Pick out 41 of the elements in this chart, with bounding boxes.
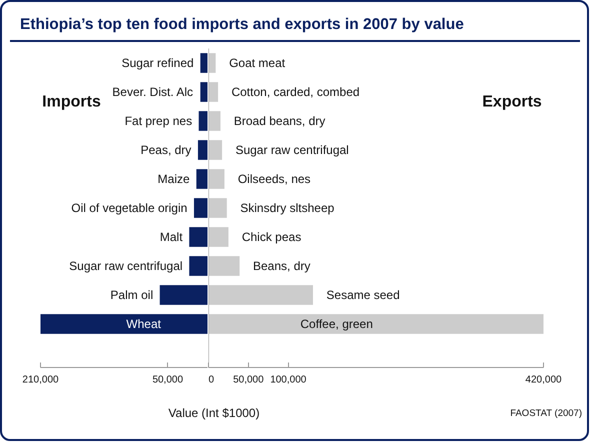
- x-tick-label: 100,000: [270, 374, 306, 386]
- x-tick-label: 210,000: [22, 374, 60, 386]
- bar: [200, 82, 208, 102]
- y-tick-label: Oil of vegetable origin: [71, 201, 188, 215]
- y-tick-label: Coffee, green: [300, 317, 372, 331]
- text: Exports: [482, 94, 542, 111]
- x-axis-title: Value (Int $1000): [168, 405, 260, 422]
- y-tick-label: Bever. Dist. Alc: [112, 85, 194, 99]
- x-tick-label: 50,000: [232, 374, 264, 386]
- y-tick-label: Skinsdry sltsheep: [240, 201, 334, 215]
- bar: [194, 198, 208, 218]
- y-tick-label: Chick peas: [241, 230, 301, 244]
- bar: [189, 227, 208, 247]
- y-tick-label: Beans, dry: [252, 259, 310, 273]
- bar: [198, 111, 208, 131]
- x-tick-label: 50,000: [152, 374, 184, 386]
- y-tick-label: Cotton, carded, combed: [231, 85, 360, 99]
- y-tick-label: Wheat: [126, 317, 162, 331]
- y-tick-label: Sugar raw centrifugal: [235, 143, 348, 157]
- bar: [198, 140, 208, 160]
- y-tick-label: Oilseeds, nes: [237, 172, 310, 186]
- x-tick-label: 420,000: [525, 374, 562, 386]
- bar: [196, 169, 208, 189]
- y-tick-label: Palm oil: [110, 288, 154, 302]
- y-tick-label: Fat prep nes: [124, 114, 192, 128]
- y-tick-label: Broad beans, dry: [233, 114, 325, 128]
- text: FAOSTAT (2007): [510, 407, 582, 421]
- bar: [40, 314, 208, 334]
- bar: [160, 285, 208, 305]
- x-tick-label: 0: [208, 374, 214, 386]
- y-tick-label: Goat meat: [228, 56, 286, 70]
- text: Imports: [42, 94, 101, 111]
- y-tick-label: Sesame seed: [326, 288, 400, 302]
- text: Ethiopia’s top ten food imports and exports in 2007 by value: [20, 15, 464, 35]
- bar: [189, 256, 208, 276]
- y-tick-label: Sugar refined: [122, 56, 194, 70]
- y-tick-label: Sugar raw centrifugal: [69, 259, 183, 273]
- bar: [200, 53, 208, 73]
- y-tick-label: Maize: [158, 172, 190, 186]
- y-tick-label: Peas, dry: [140, 143, 192, 157]
- y-tick-label: Malt: [160, 230, 184, 244]
